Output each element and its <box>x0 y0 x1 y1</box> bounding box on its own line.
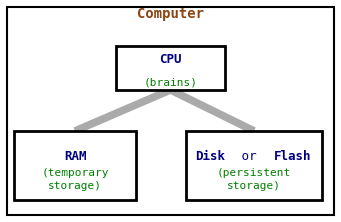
FancyBboxPatch shape <box>116 46 225 90</box>
FancyBboxPatch shape <box>186 131 322 200</box>
Text: (temporary
storage): (temporary storage) <box>41 168 109 191</box>
Text: Disk: Disk <box>195 151 225 163</box>
Text: or: or <box>234 151 264 163</box>
Text: (persistent
storage): (persistent storage) <box>217 168 291 191</box>
Text: CPU: CPU <box>159 53 182 66</box>
Text: Flash: Flash <box>274 151 312 163</box>
Text: RAM: RAM <box>64 151 86 163</box>
Text: (brains): (brains) <box>144 77 197 87</box>
Text: Computer: Computer <box>137 7 204 22</box>
FancyBboxPatch shape <box>7 7 334 215</box>
FancyBboxPatch shape <box>14 131 136 200</box>
